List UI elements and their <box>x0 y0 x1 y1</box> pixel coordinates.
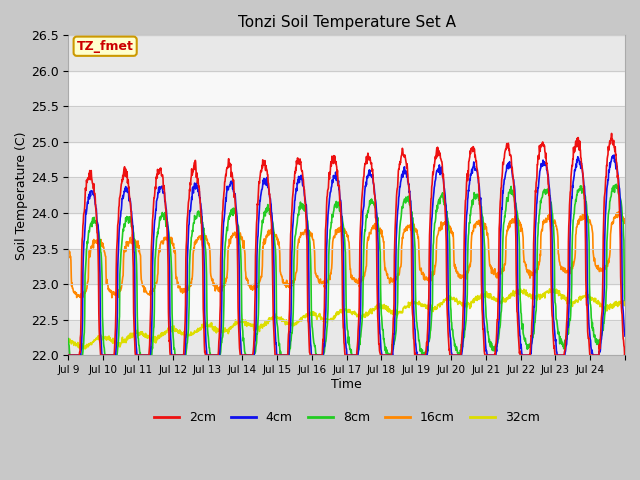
Text: TZ_fmet: TZ_fmet <box>77 40 134 53</box>
Y-axis label: Soil Temperature (C): Soil Temperature (C) <box>15 131 28 260</box>
Legend: 2cm, 4cm, 8cm, 16cm, 32cm: 2cm, 4cm, 8cm, 16cm, 32cm <box>148 406 545 429</box>
Bar <box>68 320 625 355</box>
Bar <box>68 284 625 320</box>
Bar <box>68 142 625 178</box>
Bar <box>68 213 625 249</box>
Bar <box>68 71 625 107</box>
Title: Tonzi Soil Temperature Set A: Tonzi Soil Temperature Set A <box>237 15 456 30</box>
Bar <box>68 36 625 71</box>
X-axis label: Time: Time <box>332 378 362 391</box>
Bar <box>68 249 625 284</box>
Bar <box>68 107 625 142</box>
Bar <box>68 178 625 213</box>
